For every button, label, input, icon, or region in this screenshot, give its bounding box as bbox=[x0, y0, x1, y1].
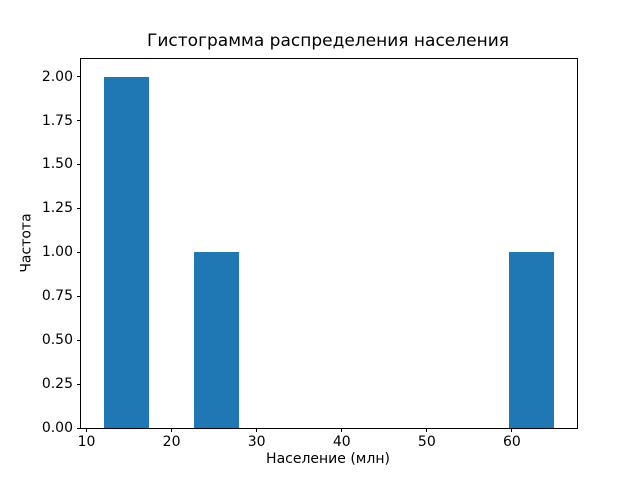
y-tick-label: 1.00 bbox=[41, 244, 73, 261]
x-tick-label: 40 bbox=[332, 434, 351, 450]
y-tick-label: 2.00 bbox=[41, 68, 73, 85]
y-tick-label: 1.75 bbox=[41, 112, 73, 129]
x-tick-mark bbox=[256, 428, 258, 432]
y-tick-mark bbox=[77, 427, 81, 429]
x-tick-mark bbox=[511, 428, 513, 432]
x-tick-mark bbox=[341, 428, 343, 432]
plot-area: 10 20 30 40 50 60 0.00 0.25 0.50 0.75 1.00 1.25 1.50… bbox=[42, 58, 578, 449]
y-tick-mark bbox=[77, 76, 81, 78]
y-tick-label: 1.50 bbox=[41, 156, 73, 173]
histogram-bar bbox=[103, 76, 149, 428]
x-tick-label: 50 bbox=[417, 434, 436, 450]
y-tick-mark bbox=[77, 207, 81, 209]
y-tick-label: 1.25 bbox=[41, 200, 73, 217]
x-tick-label: 60 bbox=[502, 434, 521, 450]
y-tick-label: 0.75 bbox=[41, 288, 73, 305]
y-tick-mark bbox=[77, 120, 81, 121]
y-tick-label: 0.25 bbox=[41, 376, 73, 393]
x-tick-mark bbox=[86, 428, 88, 432]
y-tick-label: 0.00 bbox=[41, 420, 73, 436]
chart-title: Гистограмма распределения населения bbox=[147, 31, 509, 51]
y-tick-mark bbox=[77, 339, 81, 341]
x-tick-mark bbox=[171, 428, 173, 432]
y-tick-mark bbox=[77, 163, 81, 165]
y-axis-label: Частота bbox=[18, 213, 35, 273]
histogram-bar bbox=[509, 252, 555, 428]
y-tick-mark bbox=[77, 251, 81, 253]
x-tick-mark bbox=[426, 428, 428, 432]
x-tick-label: 10 bbox=[77, 434, 96, 450]
x-axis-label: Население (млн) bbox=[266, 451, 390, 467]
x-tick-label: 30 bbox=[247, 434, 266, 450]
x-tick-label: 20 bbox=[162, 434, 181, 450]
y-tick-mark bbox=[77, 295, 81, 297]
y-tick-label: 0.50 bbox=[41, 332, 73, 349]
y-tick-mark bbox=[77, 383, 81, 385]
histogram-bar bbox=[193, 252, 239, 428]
